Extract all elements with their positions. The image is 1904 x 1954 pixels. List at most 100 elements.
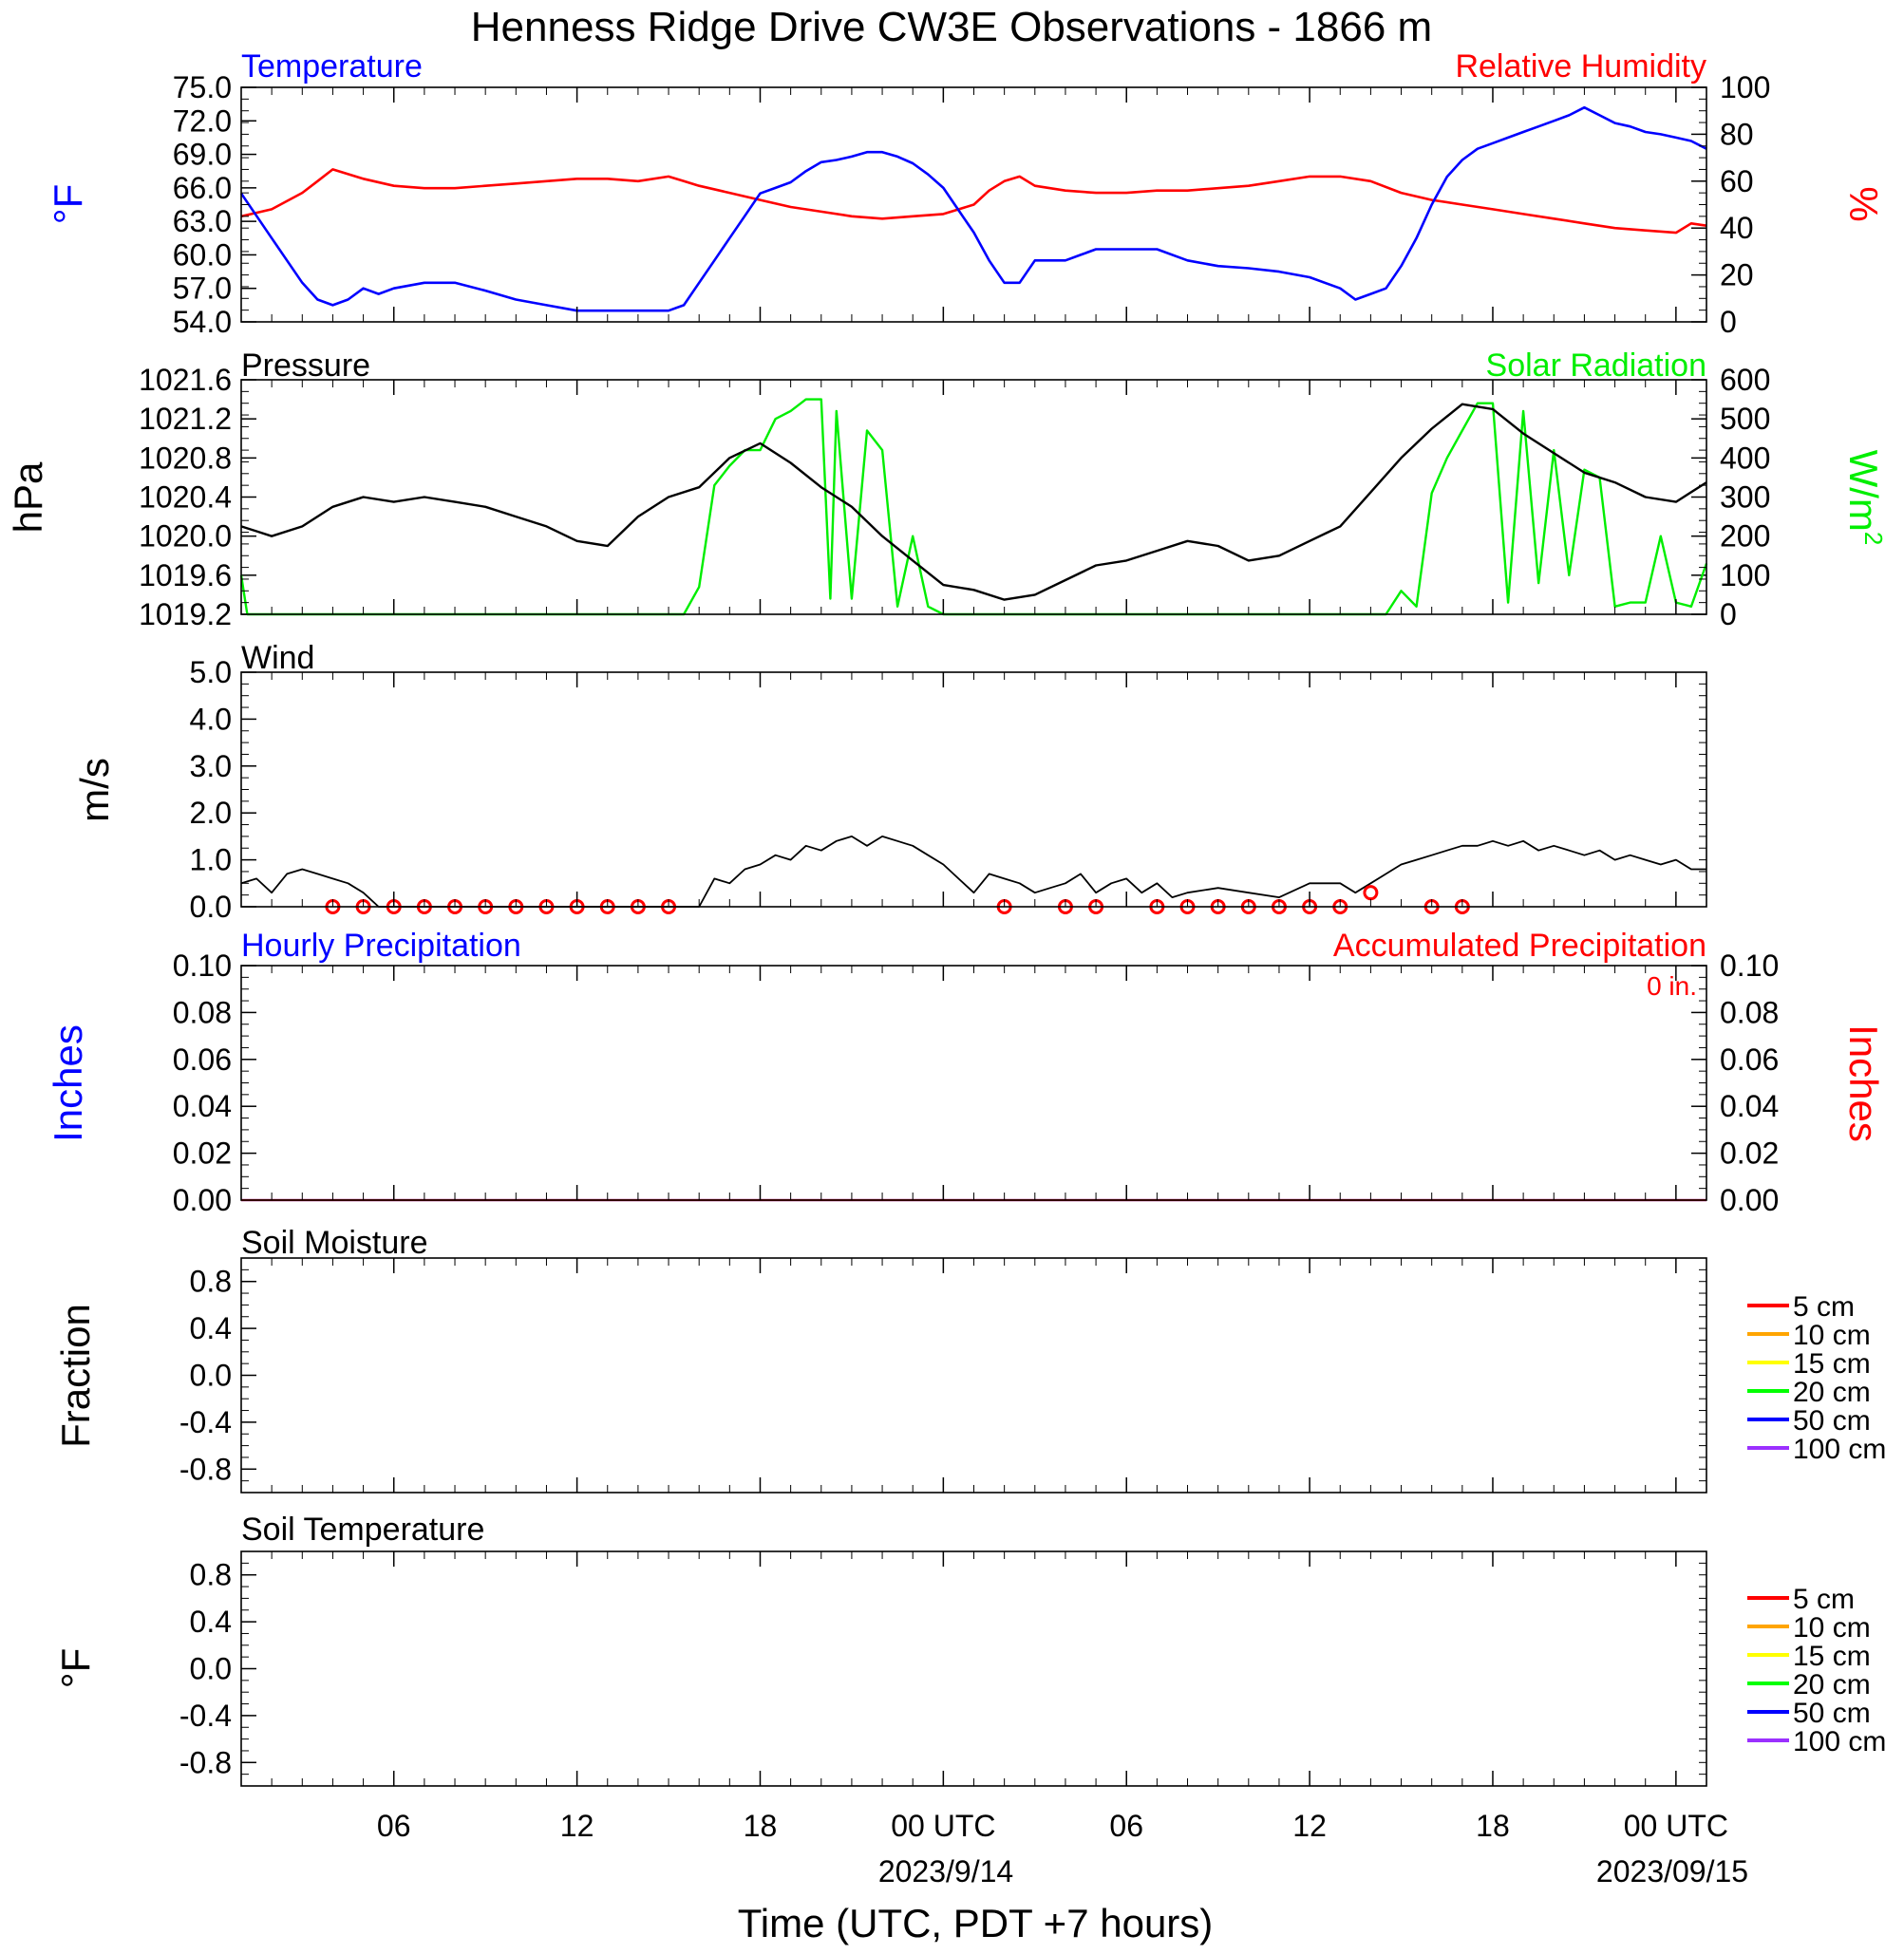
y-tick-label: 69.0	[173, 138, 232, 172]
solar-unit: W/m2	[1841, 450, 1888, 546]
panel-pressure: Pressure Solar Radiation 1021.61021.2102…	[6, 348, 1888, 631]
hourly-precip-title: Hourly Precipitation	[241, 928, 521, 964]
x-ticks-sm	[241, 1258, 1706, 1493]
soil-temperature-frame	[240, 1550, 1707, 1787]
legend-label: 10 cm	[1793, 1320, 1871, 1351]
solar-unit-main: W/m	[1841, 450, 1886, 532]
pressure-ticks: 1021.6 1021.2 1020.8 1020.4 1020.0 1019.6 1019…	[139, 363, 256, 631]
panel-temperature: Temperature Relative Humidity 75.072.069…	[46, 48, 1886, 339]
y-tick-label: 0.0	[190, 1359, 232, 1393]
x-axis-tick-labels: 06 12 18 00 UTC 06 12 18 00 UTC	[377, 1809, 1728, 1843]
y-tick-label: 5.0	[190, 655, 232, 689]
y-tick-label: 600	[1720, 363, 1770, 397]
y-tick-label: 60.0	[173, 237, 232, 272]
pressure-title: Pressure	[241, 348, 370, 384]
solar-unit-sup: 2	[1859, 532, 1888, 545]
y-tick-label: -0.8	[179, 1452, 232, 1486]
pressure-series	[239, 398, 1708, 616]
y-tick-label: 3.0	[190, 749, 232, 783]
precip-left-ticks: 0.10 0.08 0.06 0.04 0.02 0.00	[173, 949, 256, 1217]
y-tick-label: 75.0	[173, 70, 232, 104]
y-tick-label: -0.4	[179, 1405, 232, 1439]
soil-moisture-unit: Fraction	[53, 1304, 98, 1448]
date-label-1: 2023/9/14	[878, 1854, 1013, 1888]
legend-label: 5 cm	[1793, 1584, 1855, 1615]
accum-precip-title: Accumulated Precipitation	[1333, 928, 1706, 964]
y-tick-label: 0.4	[190, 1605, 232, 1639]
wind-speed-line	[240, 836, 1706, 908]
calm-marker	[1363, 885, 1379, 901]
y-tick-label: 72.0	[173, 103, 232, 138]
temperature-title: Temperature	[241, 48, 423, 85]
precip-right-unit: Inches	[1841, 1024, 1886, 1142]
temperature-unit: °F	[46, 184, 90, 224]
x-tick-label: 00 UTC	[1624, 1809, 1728, 1843]
page-title: Henness Ridge Drive CW3E Observations - …	[471, 4, 1432, 50]
y-tick-label: 0.02	[173, 1137, 232, 1171]
y-tick-label: 0.06	[1720, 1043, 1779, 1077]
y-tick-label: 0.02	[1720, 1137, 1779, 1171]
legend-label: 20 cm	[1793, 1377, 1871, 1408]
y-tick-label: 63.0	[173, 204, 232, 238]
x-tick-label: 12	[1292, 1809, 1327, 1843]
legend-label: 5 cm	[1793, 1291, 1855, 1323]
y-tick-label: 4.0	[190, 702, 232, 736]
y-tick-label: 0.06	[173, 1043, 232, 1077]
y-tick-label: 0.0	[190, 890, 232, 924]
temperature-line	[239, 105, 1707, 312]
x-tick-label: 18	[1476, 1809, 1510, 1843]
precip-frame	[240, 965, 1707, 1201]
humidity-line	[240, 168, 1707, 235]
y-tick-label: 0.0	[190, 1652, 232, 1686]
soil-moisture-ticks: 0.8 0.4 0.0 -0.4 -0.8	[179, 1265, 256, 1486]
y-tick-label: 0.08	[1720, 995, 1779, 1029]
x-ticks-pres	[241, 380, 1706, 614]
soil-temperature-unit: °F	[53, 1648, 98, 1688]
humidity-ticks: 100 80 60 40 20 0	[1691, 70, 1770, 339]
soil-moisture-title: Soil Moisture	[241, 1225, 428, 1261]
y-tick-label: 200	[1720, 519, 1770, 554]
y-tick-label: 60	[1720, 164, 1754, 198]
y-tick-label: 54.0	[173, 305, 232, 339]
y-tick-label: -0.8	[179, 1745, 232, 1779]
soil-temperature-title: Soil Temperature	[241, 1512, 484, 1548]
legend-label: 15 cm	[1793, 1348, 1871, 1380]
y-tick-label: 500	[1720, 402, 1770, 436]
x-tick-label: 18	[744, 1809, 778, 1843]
y-tick-label: 300	[1720, 480, 1770, 515]
y-tick-label: 0.10	[1720, 949, 1779, 983]
y-tick-label: 0.08	[173, 995, 232, 1029]
pressure-frame	[240, 379, 1707, 615]
y-tick-label: -0.4	[179, 1699, 232, 1733]
y-tick-label: 1020.8	[139, 441, 232, 475]
solar-ticks: 600 500 400 300 200 100 0	[1691, 363, 1770, 631]
x-tick-label: 12	[560, 1809, 594, 1843]
date-label-2: 2023/09/15	[1596, 1854, 1748, 1888]
y-tick-label: 0.8	[190, 1265, 232, 1299]
y-tick-label: 57.0	[173, 272, 232, 306]
panel-precip: Hourly Precipitation Accumulated Precipi…	[46, 928, 1886, 1217]
humidity-title: Relative Humidity	[1455, 48, 1706, 85]
x-ticks-temp	[241, 87, 1706, 322]
y-tick-label: 1021.6	[139, 363, 232, 397]
y-tick-label: 40	[1720, 211, 1754, 245]
y-tick-label: 0.00	[173, 1183, 232, 1217]
y-tick-label: 0.00	[1720, 1183, 1779, 1217]
wind-frame	[240, 671, 1707, 908]
legend-label: 50 cm	[1793, 1698, 1871, 1729]
y-tick-label: 2.0	[190, 796, 232, 830]
legend-label: 50 cm	[1793, 1405, 1871, 1437]
y-tick-label: 0	[1720, 305, 1737, 339]
wind-unit: m/s	[72, 758, 117, 822]
y-tick-label: 100	[1720, 558, 1770, 592]
y-tick-label: 0	[1720, 597, 1737, 631]
y-tick-label: 1020.4	[139, 480, 232, 515]
y-tick-label: 0.4	[190, 1311, 232, 1345]
y-tick-label: 20	[1720, 258, 1754, 292]
x-ticks-wind	[241, 672, 1706, 907]
legend-label: 20 cm	[1793, 1669, 1871, 1700]
y-tick-label: 1019.2	[139, 597, 232, 631]
